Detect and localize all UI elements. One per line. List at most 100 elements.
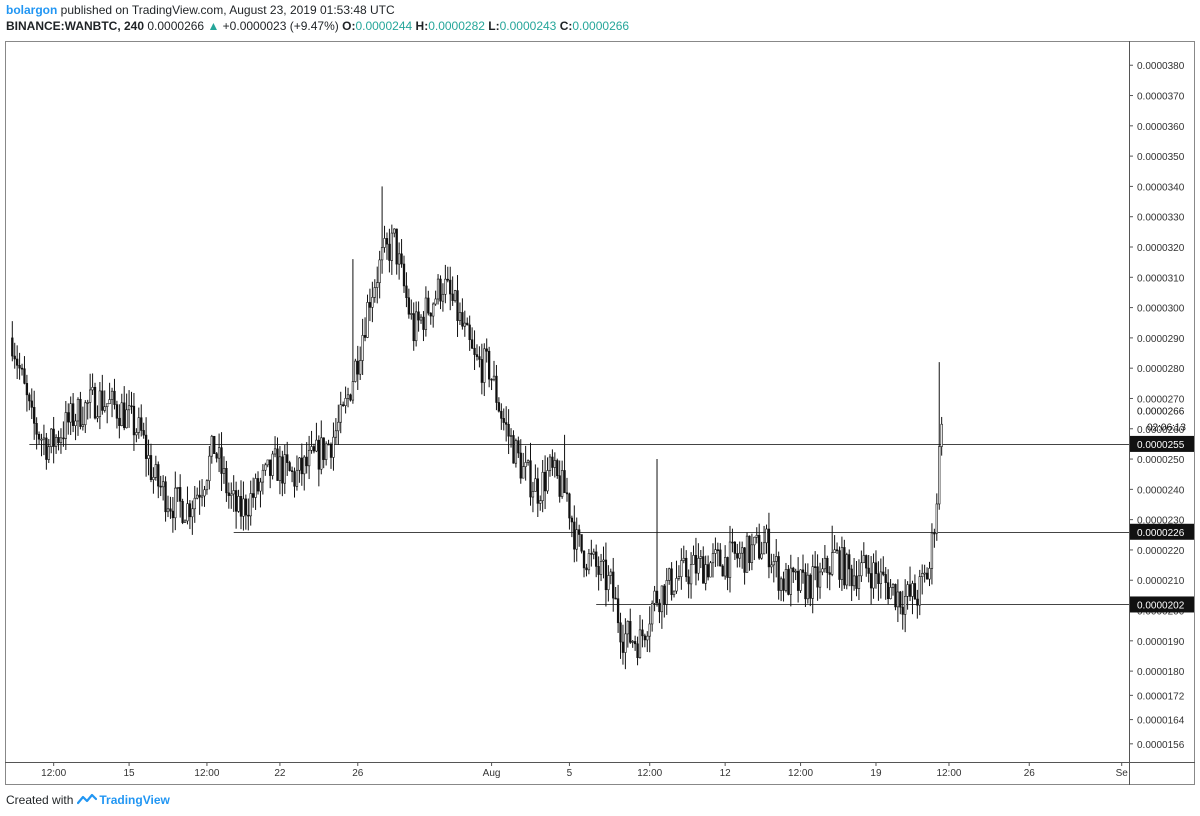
low-value: 0.0000243 [499, 19, 557, 33]
tradingview-logo-icon [77, 791, 98, 811]
candle-up [283, 454, 286, 484]
candle-up [906, 584, 909, 597]
candle-down [312, 446, 316, 452]
candle-up [660, 585, 664, 613]
candle-up [196, 494, 199, 499]
candle-up [91, 386, 94, 391]
candle-down [908, 584, 912, 597]
price-label-box [1130, 435, 1194, 452]
y-tick-label: 0.0000180 [1137, 667, 1185, 678]
candle-down [529, 460, 532, 498]
candle-down [614, 597, 617, 600]
candle-down [500, 410, 503, 419]
candle-down [743, 547, 746, 573]
y-tick-label: 0.0000260 [1137, 425, 1185, 436]
candle-up [444, 278, 447, 295]
candle-down [512, 435, 515, 464]
x-tick-label: 5 [567, 768, 573, 779]
candle-down [913, 583, 917, 600]
candle-up [378, 259, 381, 283]
candle-up [799, 569, 802, 591]
candle-up [380, 247, 384, 261]
candle-up [704, 564, 707, 584]
price-chart[interactable]: 0.0000156 0.0000164 0.0000172 0.0000180 0.00… [5, 41, 1195, 785]
y-tick-label: 0.0000330 [1137, 213, 1185, 224]
candle-down [568, 493, 571, 519]
candle-up [675, 578, 678, 592]
candle-up [745, 535, 749, 573]
candle-down [142, 430, 145, 436]
candle-down [658, 602, 661, 613]
price-label-box [1130, 596, 1194, 613]
candle-down [616, 598, 620, 624]
price-axis[interactable]: 0.0000156 0.0000164 0.0000172 0.0000180 0.00… [1129, 61, 1185, 751]
candle-up [624, 633, 627, 653]
candle-up [210, 435, 213, 457]
y-tick-label: 0.0000210 [1137, 576, 1185, 587]
candle-up [354, 360, 357, 382]
candle-down [118, 417, 121, 426]
candle-up [531, 491, 535, 498]
candle-down [220, 447, 223, 474]
candle-up [889, 587, 892, 600]
candle-up [376, 282, 379, 288]
candle-up [441, 293, 445, 302]
close-label: C: [559, 19, 573, 33]
candle-down [487, 350, 491, 380]
candle-down [736, 553, 739, 559]
candle-down [466, 322, 469, 326]
candle-down [835, 549, 839, 552]
x-tick-label: 26 [1024, 768, 1036, 779]
author-link[interactable]: bolargon [6, 3, 58, 17]
candle-down [290, 470, 294, 472]
candle-down [502, 418, 505, 423]
candle-up [760, 553, 763, 559]
candle-up [509, 435, 513, 437]
candle-down [35, 423, 38, 435]
candle-down [473, 347, 476, 355]
publish-line: bolargon published on TradingView.com, A… [6, 2, 1186, 18]
candle-up [857, 575, 861, 589]
candle-up [259, 481, 262, 492]
candle-up [609, 571, 612, 576]
candle-up [50, 428, 53, 447]
candle-down [159, 485, 162, 488]
candle-up [492, 375, 496, 381]
x-tick-label: 22 [274, 768, 286, 779]
tradingview-brand[interactable]: TradingView [99, 793, 170, 807]
symbol-label[interactable]: BINANCE:WANBTC, 240 [6, 19, 145, 33]
candle-down [23, 368, 26, 384]
candle-up [831, 552, 834, 575]
candle-down [140, 417, 143, 431]
candle-up [789, 567, 792, 595]
candle-up [261, 469, 265, 483]
candle-up [42, 437, 46, 440]
candle-down [113, 390, 116, 405]
candle-down [641, 629, 644, 637]
y-tick-label: 0.0000230 [1137, 516, 1185, 527]
candle-up [599, 561, 603, 575]
candle-down [144, 434, 148, 459]
candle-down [93, 386, 97, 419]
candle-up [650, 603, 654, 625]
candle-up [755, 534, 758, 538]
chart-frame[interactable]: 0.0000156 0.0000164 0.0000172 0.0000180 0.00… [5, 41, 1195, 785]
candle-up [264, 464, 267, 471]
candle-up [921, 573, 924, 577]
candle-down [181, 500, 184, 523]
candle-up [59, 437, 63, 443]
symbol-line: BINANCE:WANBTC, 240 0.0000266 ▲ +0.00000… [6, 18, 1186, 34]
candle-up [638, 629, 642, 658]
candle-up [823, 557, 827, 570]
x-tick-label: Se [1116, 768, 1129, 779]
candle-up [879, 571, 882, 584]
x-tick-label: 12:00 [41, 768, 66, 779]
high-label: H: [415, 19, 429, 33]
x-tick-label: 12 [720, 768, 732, 779]
candle-down [573, 521, 576, 550]
candle-up [125, 409, 128, 429]
candle-up [47, 446, 50, 460]
candle-down [451, 293, 454, 301]
candle-up [811, 566, 814, 599]
time-axis[interactable]: 12:00 15 12:00 22 26 Aug 5 12:00 12 12:00 19 12:00 2… [41, 762, 1128, 779]
